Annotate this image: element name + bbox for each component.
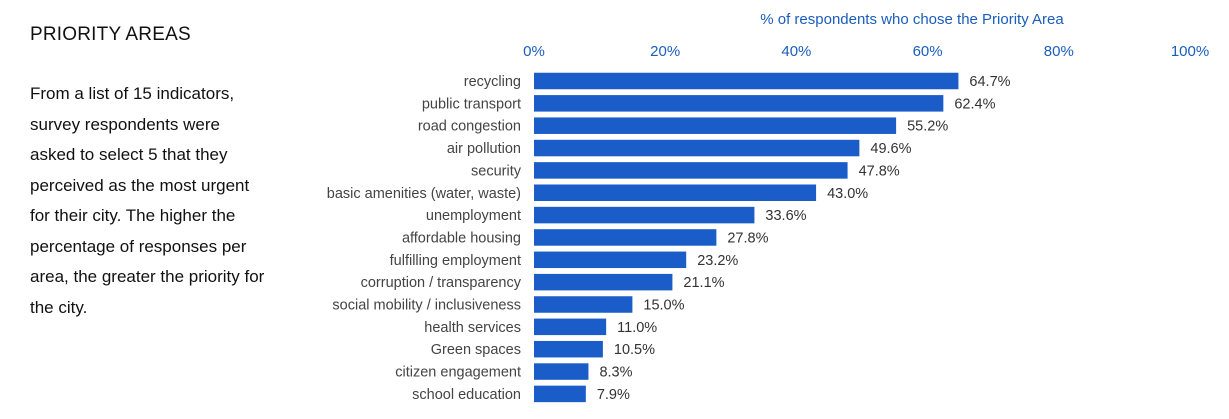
axis-title: % of respondents who chose the Priority … [760,11,1064,28]
bar [534,162,848,179]
value-label: 47.8% [859,163,900,179]
tick-label: 20% [650,43,680,60]
category-label: social mobility / inclusiveness [332,298,521,314]
category-label: citizen engagement [395,365,521,381]
bars-group: recycling 64.7% public transport 62.4% road … [327,72,1011,403]
category-label: basic amenities (water, waste) [327,186,521,202]
category-label: public transport [422,96,521,112]
bar [534,117,897,134]
tick-label: 60% [913,43,943,60]
bar [534,229,717,246]
x-axis-ticks: 0% 20% 40% 60% 80% 100% [523,43,1209,60]
bar [534,139,860,157]
bar [534,318,607,336]
category-label: health services [424,320,521,336]
value-label: 10.5% [614,342,655,358]
tick-label: 40% [781,43,811,60]
value-label: 27.8% [727,230,768,246]
value-label: 55.2% [907,119,948,135]
bar [534,184,817,201]
category-label: corruption / transparency [361,275,522,291]
category-label: security [471,163,522,179]
bar [534,385,586,403]
bar [534,251,687,269]
category-label: fulfilling employment [390,253,521,269]
value-label: 33.6% [765,208,806,224]
category-label: affordable housing [402,230,521,246]
category-label: road congestion [418,119,521,135]
bar [534,273,673,291]
bar [534,72,959,90]
bar [534,363,589,380]
value-label: 43.0% [827,186,868,202]
tick-label: 80% [1044,43,1074,60]
value-label: 23.2% [697,253,738,269]
tick-label: 0% [523,43,545,60]
section-description: From a list of 15 indicators, survey res… [30,84,265,317]
value-label: 7.9% [597,387,630,403]
bar [534,340,603,358]
value-label: 21.1% [683,275,724,291]
category-label: unemployment [426,208,521,224]
category-label: Green spaces [431,342,521,358]
bar [534,206,755,224]
value-label: 11.0% [617,320,657,336]
value-label: 49.6% [870,141,911,157]
value-label: 8.3% [599,365,632,381]
value-label: 62.4% [954,96,995,112]
bar [534,95,944,112]
bar [534,296,633,313]
value-label: 15.0% [643,298,684,314]
value-label: 64.7% [969,74,1010,90]
category-label: air pollution [447,141,521,157]
section-title: PRIORITY AREAS [30,24,191,45]
category-label: recycling [464,74,521,90]
tick-label: 100% [1171,43,1209,60]
category-label: school education [412,387,521,403]
